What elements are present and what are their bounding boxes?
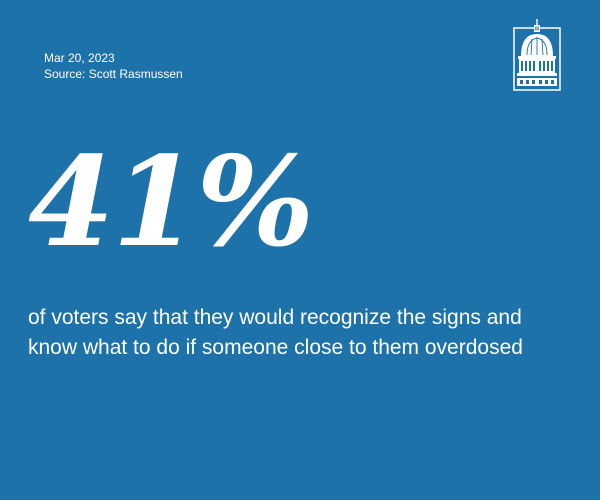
statistic-caption: of voters say that they would recognize …	[28, 306, 523, 359]
capitol-dome-icon	[513, 19, 561, 91]
publish-date: Mar 20, 2023	[44, 51, 115, 65]
meta-block: Mar 20, 2023 Source: Scott Rasmussen	[44, 50, 183, 82]
source-credit: Source: Scott Rasmussen	[44, 67, 183, 81]
statistic-value: 41%	[28, 130, 314, 275]
